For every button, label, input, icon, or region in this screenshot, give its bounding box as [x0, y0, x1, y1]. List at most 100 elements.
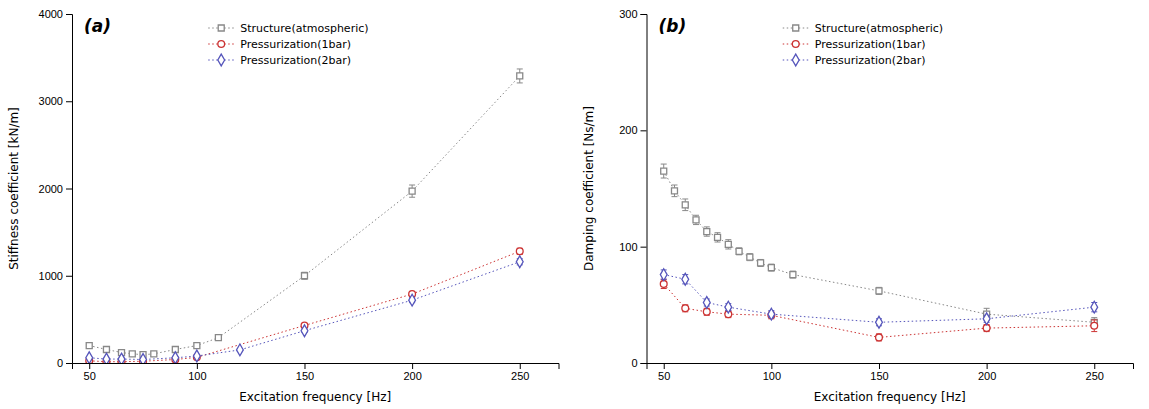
tick: 200	[978, 363, 996, 382]
data-point	[215, 335, 221, 341]
tick-mark	[641, 247, 647, 248]
data-point	[172, 352, 179, 363]
series-line	[89, 76, 520, 355]
data-point	[768, 308, 775, 320]
tick-mark	[641, 363, 647, 364]
legend-item: Structure(atmospheric)	[208, 22, 368, 35]
tick-mark	[304, 363, 305, 369]
data-point	[1091, 301, 1098, 313]
tick-label: 200	[403, 370, 421, 382]
tick-label: 1000	[39, 270, 63, 282]
series-line	[89, 262, 520, 360]
tick: 1000	[39, 270, 72, 282]
series	[660, 269, 1097, 328]
y-axis: 0 1000 2000 3000 4000	[39, 8, 73, 369]
data-point	[703, 297, 710, 309]
tick-mark	[66, 14, 72, 15]
legend-label: Structure(atmospheric)	[815, 22, 943, 35]
data-point	[736, 248, 742, 254]
tick-mark	[664, 363, 665, 369]
tick: 250	[511, 363, 529, 382]
tick: 100	[763, 363, 781, 382]
data-point	[682, 202, 688, 208]
series	[86, 248, 523, 363]
tick-label: 100	[188, 370, 206, 382]
error-bar	[682, 305, 688, 312]
tick-mark	[66, 189, 72, 190]
data-point	[86, 352, 93, 363]
tick-mark	[771, 363, 772, 369]
x-axis-label: Excitation frequency [Hz]	[239, 390, 391, 404]
x-axis-label: Excitation frequency [Hz]	[814, 390, 966, 404]
tick: 50	[84, 363, 96, 382]
data-point	[516, 256, 523, 268]
tick-mark	[66, 101, 72, 102]
legend-symbol	[792, 54, 799, 66]
series	[86, 256, 523, 363]
data-point	[516, 248, 523, 255]
tick-label: 0	[631, 357, 637, 369]
data-point	[660, 269, 667, 281]
data-point	[118, 353, 125, 363]
error-bar	[736, 248, 742, 255]
data-point	[725, 241, 731, 247]
error-bar	[876, 334, 882, 341]
tick-label: 4000	[39, 8, 63, 20]
tick-label: 150	[870, 370, 888, 382]
series-line	[664, 284, 1095, 338]
data-point	[103, 346, 109, 352]
data-point	[876, 334, 883, 341]
data-point	[704, 229, 710, 235]
error-bar	[725, 240, 731, 249]
tick-label: 200	[619, 124, 637, 136]
x-axis: 50 100 150 200 250	[73, 363, 560, 382]
y-axis-label: Stiffness coefficient [kN/m]	[7, 107, 21, 270]
data-point	[409, 294, 416, 306]
tick-label: 3000	[39, 95, 63, 107]
error-bar	[758, 259, 764, 266]
error-bar	[517, 69, 523, 83]
legend-item: Pressurization(2bar)	[208, 54, 351, 67]
tick-mark	[520, 363, 521, 369]
tick-mark	[89, 363, 90, 369]
legend-symbol	[218, 25, 224, 31]
tick: 100	[619, 241, 646, 253]
tick-label: 200	[978, 370, 996, 382]
panel-title: (a)	[84, 16, 111, 36]
legend-symbol	[792, 41, 799, 48]
tick: 300	[619, 8, 646, 20]
tick-label: 2000	[39, 183, 63, 195]
axis-line	[66, 15, 73, 364]
y-axis-label: Damping coefficient [Ns/m]	[582, 106, 596, 271]
legend-symbol	[218, 41, 225, 48]
tick: 0	[631, 357, 646, 369]
axis-line	[641, 15, 648, 364]
data-point	[983, 313, 990, 325]
tick-label: 250	[1086, 370, 1104, 382]
data-point	[140, 354, 147, 363]
data-point	[747, 254, 753, 260]
tick-label: 50	[658, 370, 670, 382]
legend: Structure(atmospheric)Pressurization(1ba…	[783, 22, 943, 67]
data-point	[193, 350, 200, 362]
data-point	[682, 273, 689, 285]
legend-label: Pressurization(2bar)	[240, 54, 351, 67]
tick: 150	[870, 363, 888, 382]
legend-label: Pressurization(2bar)	[815, 54, 926, 67]
data-point	[876, 316, 883, 328]
legend-symbol	[218, 54, 225, 66]
figure: 5010015020025001000200030004000Excitatio…	[0, 0, 1149, 409]
data-point	[409, 188, 415, 194]
data-point	[151, 351, 157, 357]
tick-mark	[412, 363, 413, 369]
legend-label: Pressurization(1bar)	[240, 38, 351, 51]
tick-label: 0	[57, 357, 63, 369]
data-point	[129, 351, 135, 357]
error-bar	[682, 199, 688, 211]
legend-symbol	[793, 25, 799, 31]
legend: Structure(atmospheric) Pressurization(1ba…	[208, 22, 368, 67]
tick: 150	[296, 363, 314, 382]
tick-label: 100	[619, 241, 637, 253]
series	[86, 69, 523, 358]
data-point	[715, 234, 721, 240]
